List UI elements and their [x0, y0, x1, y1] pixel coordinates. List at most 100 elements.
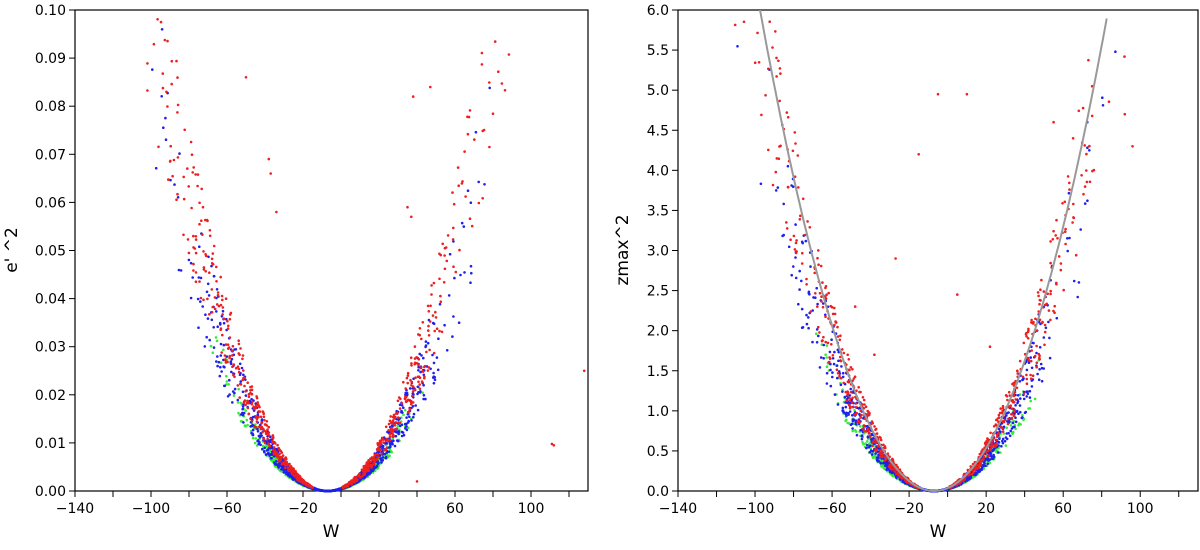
blue-point — [244, 394, 248, 397]
red-point — [152, 42, 156, 46]
blue-point — [242, 411, 246, 415]
blue-point — [424, 340, 428, 343]
red-point — [373, 454, 377, 457]
blue-point — [226, 395, 230, 398]
blue-point — [432, 381, 436, 385]
blue-point — [800, 307, 804, 311]
red-point — [864, 430, 868, 433]
red-point — [268, 445, 272, 448]
red-point — [285, 460, 289, 464]
blue-point — [405, 416, 408, 419]
red-point — [410, 364, 413, 367]
blue-point — [379, 457, 382, 460]
blue-point — [1016, 394, 1020, 397]
red-point — [417, 333, 420, 336]
blue-point — [279, 464, 282, 468]
red-point — [198, 280, 201, 283]
red-point — [237, 367, 241, 371]
blue-point — [811, 340, 814, 344]
blue-point — [177, 268, 181, 272]
blue-point — [432, 361, 436, 365]
blue-point — [782, 233, 785, 237]
blue-point — [362, 476, 366, 480]
red-point — [348, 481, 351, 485]
red-point — [406, 410, 410, 414]
blue-point — [997, 441, 1001, 444]
red-point — [187, 251, 191, 255]
blue-point — [151, 68, 154, 71]
left-x-axis-label: W — [323, 522, 340, 542]
blue-point — [323, 489, 326, 493]
blue-point — [248, 399, 252, 403]
red-point — [202, 298, 205, 302]
red-point — [410, 402, 413, 406]
blue-point — [241, 413, 245, 417]
blue-point — [1088, 149, 1091, 152]
red-point — [170, 82, 173, 86]
outlier-point — [429, 85, 432, 89]
red-point — [408, 407, 412, 411]
blue-point — [230, 357, 234, 361]
red-point — [255, 395, 258, 398]
red-point — [228, 336, 232, 339]
red-point — [793, 131, 797, 134]
red-point — [175, 198, 178, 201]
red-point — [488, 81, 491, 84]
blue-point — [406, 393, 409, 396]
red-point — [418, 387, 422, 391]
red-point — [215, 265, 218, 269]
red-point — [243, 399, 247, 402]
red-point — [271, 448, 275, 452]
red-point — [458, 248, 461, 252]
red-point — [387, 439, 391, 442]
red-point — [387, 429, 390, 432]
red-point — [182, 197, 186, 201]
red-point — [171, 174, 174, 178]
red-point — [290, 471, 294, 475]
red-point — [411, 394, 414, 398]
green-point — [274, 457, 278, 460]
blue-point — [462, 225, 466, 228]
blue-point — [870, 453, 874, 456]
blue-point — [282, 468, 285, 472]
blue-point — [1018, 404, 1022, 407]
blue-point — [469, 264, 473, 268]
red-point — [430, 293, 433, 296]
red-point — [191, 171, 194, 174]
red-point — [227, 324, 230, 328]
red-point — [430, 284, 433, 287]
blue-point — [381, 458, 385, 462]
red-point — [398, 407, 402, 410]
blue-point — [1072, 279, 1076, 283]
red-point — [384, 439, 388, 443]
y-tick-label: 0.07 — [35, 147, 66, 163]
red-point — [232, 363, 236, 366]
red-point — [989, 431, 992, 435]
red-point — [224, 343, 228, 346]
red-point — [242, 401, 246, 405]
blue-point — [244, 378, 247, 381]
red-point — [262, 415, 266, 419]
red-point — [1049, 240, 1052, 243]
red-point — [427, 329, 430, 332]
red-point — [289, 465, 293, 468]
blue-point — [445, 349, 449, 352]
red-point — [391, 428, 395, 431]
blue-point — [179, 269, 183, 272]
blue-point — [197, 326, 200, 330]
red-point — [192, 166, 195, 169]
red-point — [258, 410, 262, 413]
blue-point — [836, 348, 840, 352]
y-tick-label: 0.03 — [35, 340, 66, 356]
green-point — [211, 351, 215, 355]
blue-point — [205, 335, 208, 339]
blue-point — [844, 401, 847, 404]
blue-point — [1011, 421, 1015, 425]
blue-point — [1000, 445, 1003, 448]
red-point — [266, 437, 269, 441]
red-point — [456, 166, 460, 169]
red-point — [376, 457, 379, 461]
blue-point — [282, 471, 286, 474]
red-point — [477, 201, 481, 205]
red-point — [410, 362, 413, 365]
